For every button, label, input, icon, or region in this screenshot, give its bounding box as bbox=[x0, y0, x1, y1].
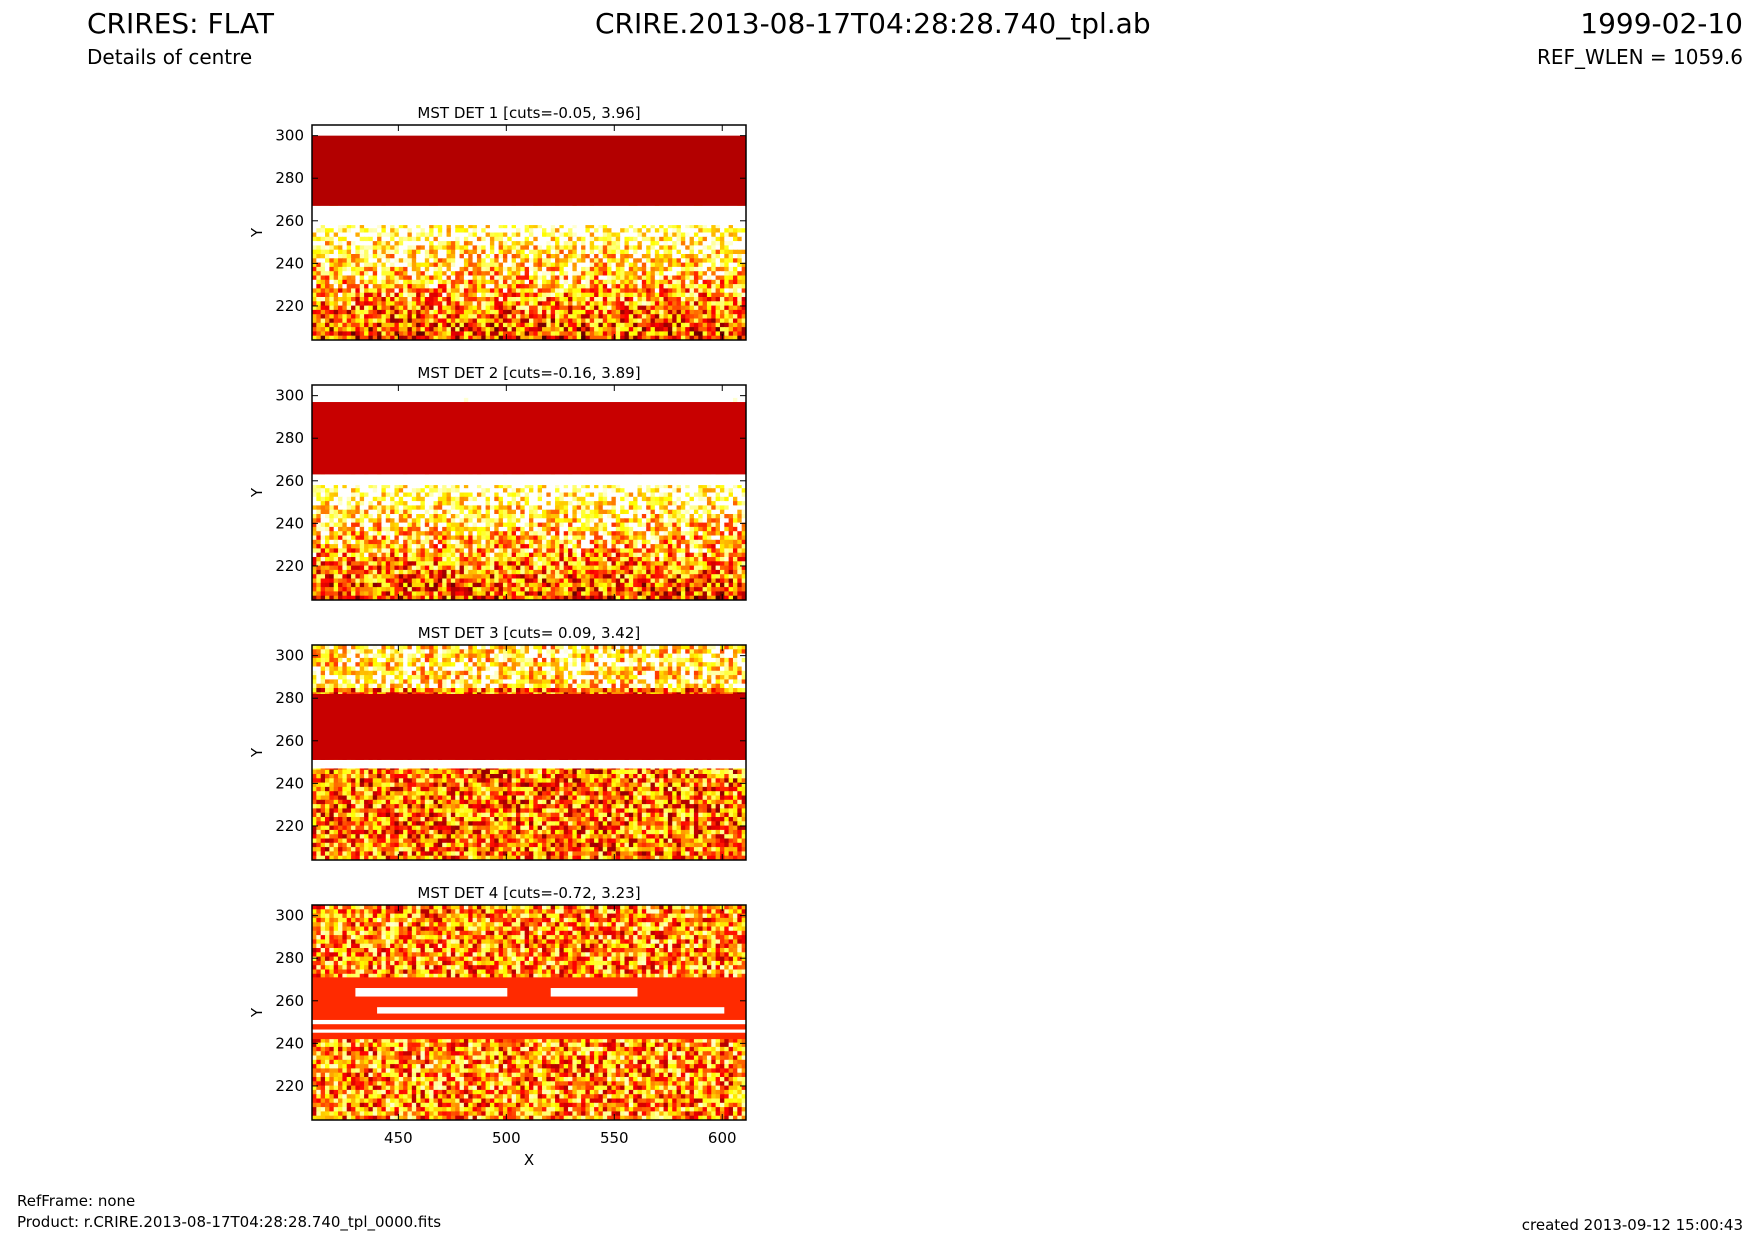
detector-panel-4: MST DET 4 [cuts=-0.72, 3.23] 220 240 260 280… bbox=[248, 884, 747, 1169]
x-tick-label: 500 bbox=[492, 1129, 521, 1147]
y-tick-label: 240 bbox=[275, 254, 304, 272]
saturated-band bbox=[312, 693, 746, 760]
y-tick-label: 300 bbox=[275, 647, 304, 665]
saturated-band bbox=[312, 135, 746, 206]
panel-title: MST DET 1 [cuts=-0.05, 3.96] bbox=[417, 104, 640, 122]
x-tick-label: 550 bbox=[600, 1129, 629, 1147]
axes-frame bbox=[311, 124, 747, 341]
report-date: 1999-02-10 bbox=[1580, 10, 1743, 38]
y-tick-label: 300 bbox=[275, 907, 304, 925]
y-tick-label: 280 bbox=[275, 429, 304, 447]
detector-panel-1: MST DET 1 [cuts=-0.05, 3.96] 220 240 260 280… bbox=[248, 104, 747, 341]
detector-image bbox=[312, 645, 746, 860]
axes-frame bbox=[311, 644, 747, 861]
x-tick-label: 450 bbox=[384, 1129, 413, 1147]
y-tick-label: 220 bbox=[275, 297, 304, 315]
y-tick-label: 260 bbox=[275, 212, 304, 230]
file-name: CRIRE.2013-08-17T04:28:28.740_tpl.ab bbox=[595, 10, 1151, 38]
saturated-band bbox=[312, 402, 746, 475]
axes-frame bbox=[311, 904, 747, 1121]
y-tick-label: 240 bbox=[275, 1034, 304, 1052]
y-axis-label: Y bbox=[248, 747, 266, 758]
panel-title: MST DET 3 [cuts= 0.09, 3.42] bbox=[418, 624, 641, 642]
ref-wavelength: REF_WLEN = 1059.6 bbox=[1537, 47, 1743, 67]
report-title: CRIRES: FLAT bbox=[87, 10, 274, 38]
y-tick-label: 300 bbox=[275, 387, 304, 405]
created-timestamp: created 2013-09-12 15:00:43 bbox=[1522, 1218, 1743, 1233]
y-tick-label: 240 bbox=[275, 774, 304, 792]
ref-frame-label: RefFrame: none bbox=[17, 1194, 135, 1209]
product-label: Product: r.CRIRE.2013-08-17T04:28:28.740… bbox=[17, 1215, 441, 1230]
y-tick-label: 240 bbox=[275, 514, 304, 532]
detector-panel-3: MST DET 3 [cuts= 0.09, 3.42] 220 240 260 280… bbox=[248, 624, 747, 861]
report-subtitle: Details of centre bbox=[87, 47, 252, 67]
x-axis-label: X bbox=[524, 1151, 534, 1169]
detector-panel-2: MST DET 2 [cuts=-0.16, 3.89] 220 240 260 280… bbox=[248, 364, 747, 601]
x-tick-label: 600 bbox=[708, 1129, 737, 1147]
y-axis-label: Y bbox=[248, 1007, 266, 1018]
y-axis-label: Y bbox=[248, 487, 266, 498]
y-tick-label: 260 bbox=[275, 732, 304, 750]
y-tick-label: 260 bbox=[275, 472, 304, 490]
y-tick-label: 300 bbox=[275, 127, 304, 145]
y-tick-label: 280 bbox=[275, 689, 304, 707]
detector-image bbox=[312, 385, 746, 600]
y-tick-label: 220 bbox=[275, 817, 304, 835]
y-axis-label: Y bbox=[248, 227, 266, 238]
panel-title: MST DET 2 [cuts=-0.16, 3.89] bbox=[417, 364, 640, 382]
y-tick-label: 220 bbox=[275, 1077, 304, 1095]
panel-title: MST DET 4 [cuts=-0.72, 3.23] bbox=[417, 884, 640, 902]
y-tick-label: 280 bbox=[275, 949, 304, 967]
axes-frame bbox=[311, 384, 747, 601]
y-tick-label: 260 bbox=[275, 992, 304, 1010]
y-tick-label: 220 bbox=[275, 557, 304, 575]
y-tick-label: 280 bbox=[275, 169, 304, 187]
detector-image bbox=[312, 905, 746, 1120]
detector-image bbox=[312, 125, 746, 340]
